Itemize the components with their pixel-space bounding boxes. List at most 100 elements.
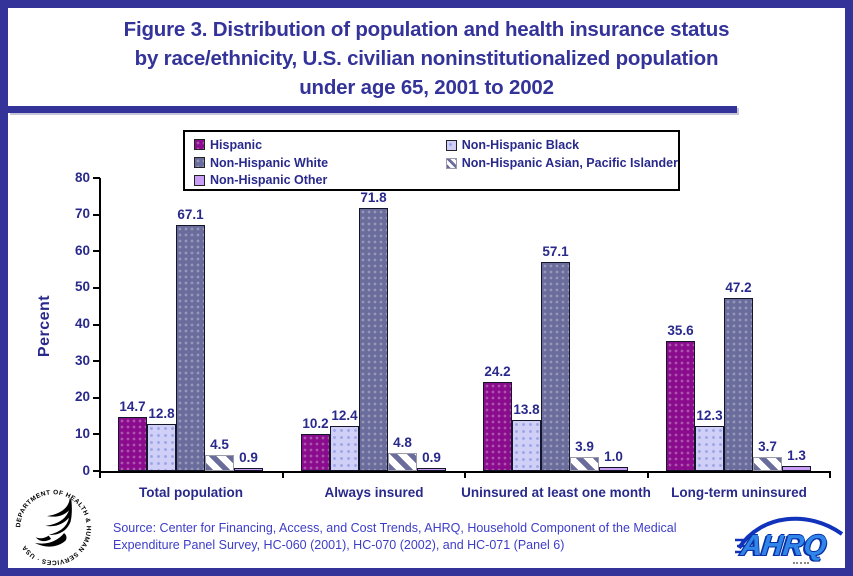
legend-swatch-other-icon bbox=[194, 174, 205, 186]
y-tick bbox=[93, 396, 100, 399]
bar-value-label: 13.8 bbox=[513, 402, 540, 417]
y-tick-label: 30 bbox=[74, 352, 90, 368]
legend-label: Non-Hispanic Black bbox=[461, 138, 580, 153]
bar-non-hispanic-asian-pacific-islander bbox=[570, 457, 599, 471]
bar-value-label: 12.8 bbox=[148, 406, 175, 421]
x-tick bbox=[646, 472, 649, 478]
bar-non-hispanic-asian-pacific-islander bbox=[388, 453, 417, 471]
bar-non-hispanic-black bbox=[147, 424, 176, 471]
bar-non-hispanic-other bbox=[599, 467, 628, 471]
legend-swatch-white-icon bbox=[194, 157, 205, 168]
bar-value-label: 3.7 bbox=[758, 439, 777, 454]
bar-value-label: 4.8 bbox=[393, 435, 412, 450]
bar-non-hispanic-other bbox=[417, 468, 446, 471]
bar-non-hispanic-other bbox=[782, 466, 811, 471]
legend-label: Non-Hispanic Other bbox=[210, 173, 328, 188]
bar-value-label: 57.1 bbox=[542, 244, 569, 259]
bar-non-hispanic-black bbox=[512, 420, 541, 471]
bar-value-label: 1.3 bbox=[787, 448, 806, 463]
legend-item-non-hispanic-asian: Non-Hispanic Asian, Pacific Islander bbox=[445, 154, 678, 172]
bar-value-label: 12.3 bbox=[696, 408, 723, 423]
y-tick bbox=[93, 433, 100, 436]
bar-value-label: 12.4 bbox=[331, 408, 358, 423]
legend-item-non-hispanic-other: Non-Hispanic Other bbox=[194, 171, 446, 189]
category-label: Total population bbox=[139, 485, 243, 500]
bar-hispanic bbox=[483, 382, 512, 471]
source-line-1: Source: Center for Financing, Access, an… bbox=[113, 521, 677, 535]
y-tick bbox=[93, 323, 100, 326]
legend-item-hispanic: Hispanic bbox=[194, 136, 446, 154]
source-text: Source: Center for Financing, Access, an… bbox=[113, 520, 676, 553]
category-label: Uninsured at least one month bbox=[461, 485, 651, 500]
bar-non-hispanic-other bbox=[234, 468, 263, 471]
legend-item-non-hispanic-black: Non-Hispanic Black bbox=[445, 136, 678, 154]
bar-value-label: 71.8 bbox=[360, 190, 387, 205]
y-tick-label: 20 bbox=[74, 389, 90, 405]
bar-value-label: 10.2 bbox=[302, 416, 329, 431]
figure-title: Figure 3. Distribution of population and… bbox=[8, 15, 845, 102]
hhs-eagle-icon bbox=[34, 498, 72, 547]
y-tick-label: 60 bbox=[74, 242, 90, 258]
y-tick-label: 50 bbox=[74, 279, 90, 295]
y-tick-label: 40 bbox=[74, 316, 90, 331]
y-tick bbox=[93, 360, 100, 363]
legend-column-2: Non-Hispanic Black Non-Hispanic Asian, P… bbox=[445, 132, 678, 189]
bar-non-hispanic-black bbox=[330, 426, 359, 471]
title-separator-rule bbox=[8, 106, 737, 113]
legend-item-non-hispanic-white: Non-Hispanic White bbox=[194, 154, 446, 172]
bar-value-label: 4.5 bbox=[210, 437, 229, 452]
title-line-2: by race/ethnicity, U.S. civilian noninst… bbox=[134, 47, 719, 70]
legend-swatch-asian-icon bbox=[445, 157, 457, 169]
bar-non-hispanic-white bbox=[176, 225, 205, 471]
bar-value-label: 35.6 bbox=[667, 323, 694, 338]
hhs-seal-icon: DEPARTMENT OF HEALTH & HUMAN SERVICES · … bbox=[15, 489, 92, 566]
legend-label: Non-Hispanic White bbox=[210, 155, 329, 170]
bar-value-label: 47.2 bbox=[725, 280, 752, 295]
title-line-3: under age 65, 2001 to 2002 bbox=[299, 76, 554, 99]
bar-non-hispanic-asian-pacific-islander bbox=[205, 455, 234, 471]
ahrq-dots-decoration bbox=[793, 562, 809, 564]
bar-non-hispanic-white bbox=[359, 208, 388, 471]
bar-value-label: 24.2 bbox=[484, 364, 511, 379]
x-tick bbox=[99, 472, 101, 478]
category-label: Always insured bbox=[324, 485, 424, 500]
svg-text:DEPARTMENT OF HEALTH & HUMAN S: DEPARTMENT OF HEALTH & HUMAN SERVICES · … bbox=[15, 489, 92, 566]
bar-value-label: 3.9 bbox=[575, 439, 594, 454]
plot-area: 0 10 20 30 40 50 60 70 80 14.7 10.2 24.2 35.6 12.8 12.… bbox=[8, 8, 845, 568]
bar-non-hispanic-asian-pacific-islander bbox=[753, 457, 782, 471]
chart-legend: Hispanic Non-Hispanic White Non-Hispanic… bbox=[183, 130, 680, 191]
legend-label: Hispanic bbox=[210, 137, 263, 152]
x-tick bbox=[281, 472, 284, 478]
y-axis-line bbox=[99, 178, 101, 473]
legend-swatch-black-icon bbox=[445, 139, 457, 151]
bar-hispanic bbox=[666, 341, 695, 471]
category-label: Long-term uninsured bbox=[671, 485, 807, 500]
legend-column-1: Hispanic Non-Hispanic White Non-Hispanic… bbox=[185, 132, 446, 189]
bar-non-hispanic-white bbox=[541, 262, 570, 471]
bar-value-label: 1.0 bbox=[604, 449, 623, 464]
bar-value-label: 0.9 bbox=[239, 450, 258, 465]
ahrq-swoosh-icon bbox=[735, 516, 844, 554]
bar-value-label: 67.1 bbox=[177, 207, 204, 222]
y-tick bbox=[93, 213, 100, 216]
y-tick-label: 10 bbox=[74, 425, 90, 441]
hhs-logo: DEPARTMENT OF HEALTH & HUMAN SERVICES · … bbox=[13, 487, 94, 568]
bar-hispanic bbox=[118, 417, 147, 471]
bar-hispanic bbox=[301, 434, 330, 471]
legend-label: Non-Hispanic Asian, Pacific Islander bbox=[461, 156, 678, 171]
ahrq-logo: AHRQ bbox=[735, 508, 845, 568]
source-line-2: Expenditure Panel Survey, HC-060 (2001),… bbox=[113, 537, 565, 552]
y-tick bbox=[93, 470, 100, 472]
bar-non-hispanic-black bbox=[695, 426, 724, 471]
y-tick-label: 80 bbox=[74, 169, 90, 185]
ahrq-wordmark: AHRQ bbox=[739, 530, 829, 562]
title-line-1: Figure 3. Distribution of population and… bbox=[123, 18, 730, 41]
legend-swatch-hispanic-icon bbox=[194, 139, 205, 151]
y-tick bbox=[93, 286, 100, 289]
y-tick-label: 70 bbox=[74, 206, 90, 222]
bar-non-hispanic-white bbox=[724, 298, 753, 471]
hhs-seal-text: DEPARTMENT OF HEALTH & HUMAN SERVICES · … bbox=[15, 489, 91, 566]
bar-value-label: 0.9 bbox=[422, 450, 441, 465]
y-tick bbox=[93, 250, 100, 253]
